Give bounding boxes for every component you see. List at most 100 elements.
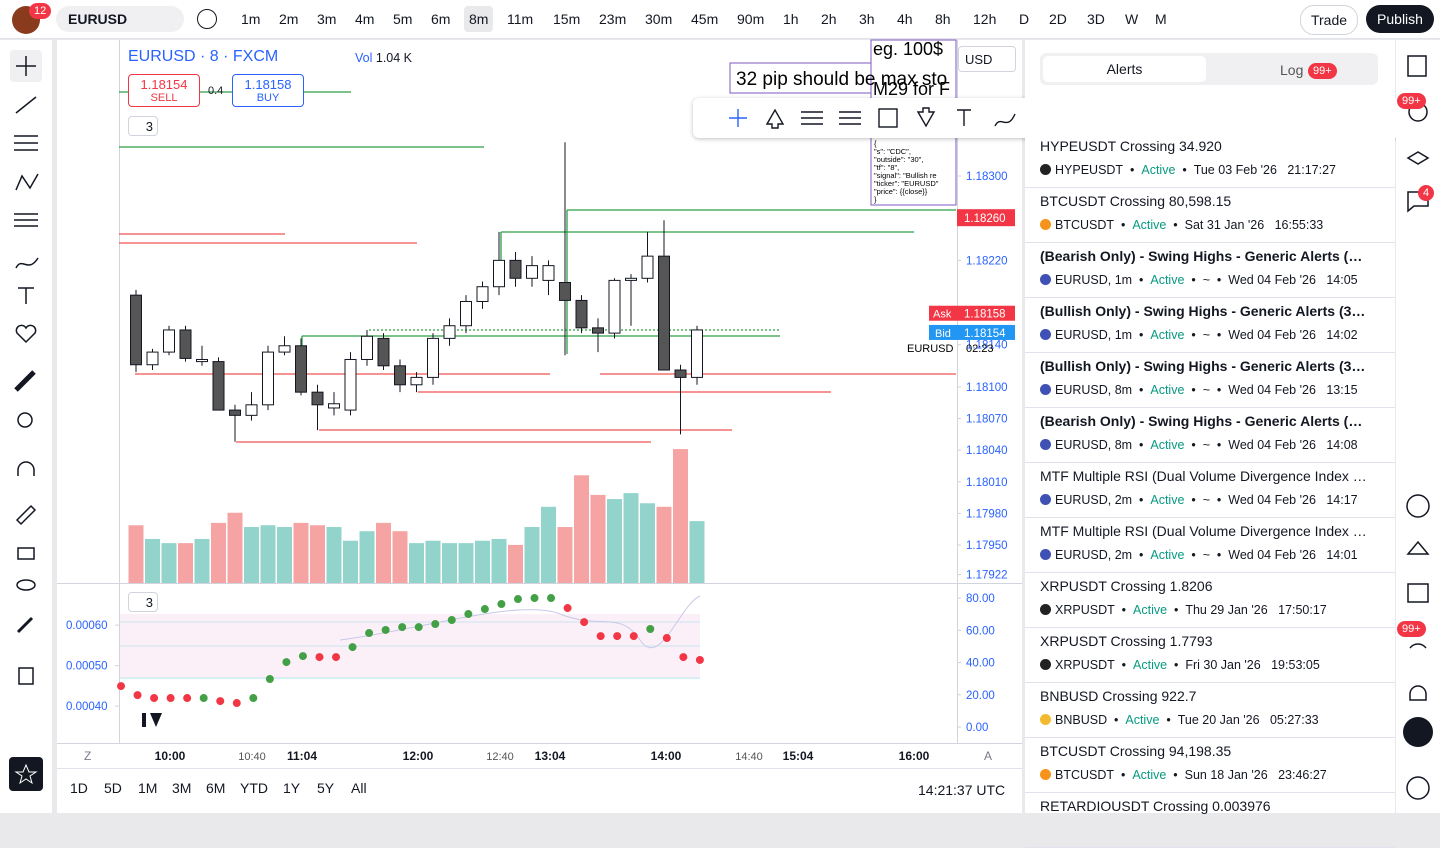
trade-button[interactable]: Trade: [1300, 5, 1358, 35]
forecast-icon[interactable]: [14, 213, 38, 227]
pattern-icon[interactable]: [15, 173, 39, 191]
scale-button[interactable]: Z: [84, 749, 92, 763]
zoom-icon[interactable]: [17, 412, 33, 428]
range-button[interactable]: YTD: [240, 780, 268, 796]
interval[interactable]: 2D: [1049, 11, 1067, 27]
interval[interactable]: 2h: [821, 11, 837, 27]
interval[interactable]: 1h: [783, 11, 799, 27]
alert-item[interactable]: RETARDIOUSDT Crossing 0.003976: [1025, 792, 1395, 848]
fib-icon[interactable]: [14, 135, 38, 151]
interval[interactable]: 3h: [859, 11, 875, 27]
alert-item[interactable]: MTF Multiple RSI (Dual Volume Divergence…: [1025, 462, 1395, 518]
range-button[interactable]: 5D: [104, 780, 122, 796]
alert-item[interactable]: XRPUSDT Crossing 1.7793 XRPUSDT • Active …: [1025, 627, 1395, 683]
alert-item[interactable]: BNBUSD Crossing 922.7 BNBUSD • Active • T…: [1025, 682, 1395, 738]
interval[interactable]: 3m: [317, 11, 337, 27]
alert-status: Active: [1150, 493, 1185, 507]
tabs: Alerts Log 99+: [1040, 53, 1378, 85]
interval[interactable]: M: [1155, 11, 1167, 27]
alert-item[interactable]: MTF Multiple RSI (Dual Volume Divergence…: [1025, 517, 1395, 573]
time-label: 14:40: [735, 751, 763, 763]
compare-button[interactable]: [197, 9, 217, 29]
volume-bar: [178, 543, 193, 583]
sell-button[interactable]: 1.18154 SELL: [128, 74, 200, 107]
collapse-toggle[interactable]: 3: [128, 116, 158, 136]
alert-title: MTF Multiple RSI (Dual Volume Divergence…: [1040, 523, 1367, 539]
rsi-dot: [166, 694, 175, 703]
currency-select[interactable]: USD: [958, 46, 1016, 72]
time-label: 13:04: [535, 749, 566, 763]
range-button[interactable]: 1D: [70, 780, 88, 796]
symbol-search[interactable]: EURUSD: [56, 6, 184, 32]
alert-item[interactable]: (Bearish Only) - Swing Highs - Generic A…: [1025, 242, 1395, 298]
volume-bar: [128, 525, 144, 583]
range-button[interactable]: 6M: [206, 780, 226, 796]
tab[interactable]: Alerts: [1043, 56, 1206, 82]
interval[interactable]: 8m: [464, 6, 494, 32]
interval[interactable]: 2m: [279, 11, 299, 27]
alert-status: Active: [1150, 328, 1185, 342]
alert-status: Active: [1150, 383, 1185, 397]
range-button[interactable]: 3M: [172, 780, 192, 796]
trendline-icon[interactable]: [15, 96, 37, 114]
time-label: 10:00: [155, 749, 186, 763]
volume-bar: [623, 493, 639, 583]
buy-label: BUY: [256, 92, 280, 104]
link-icon[interactable]: [16, 616, 34, 634]
range-button[interactable]: 5Y: [317, 780, 335, 796]
alert-item[interactable]: BTCUSDT Crossing 80,598.15 BTCUSDT • Acti…: [1025, 187, 1395, 243]
tab[interactable]: Log: [1280, 62, 1304, 78]
trash-icon[interactable]: [18, 667, 34, 685]
interval[interactable]: 8h: [935, 11, 951, 27]
scale-button[interactable]: A: [984, 749, 993, 763]
candle-body: [377, 337, 390, 367]
candle-body: [344, 358, 357, 411]
interval[interactable]: W: [1125, 11, 1139, 27]
publish-button[interactable]: Publish: [1366, 5, 1434, 33]
alert-item[interactable]: BTCUSDT Crossing 94,198.35 BTCUSDT • Acti…: [1025, 737, 1395, 793]
alert-title: MTF Multiple RSI (Dual Volume Divergence…: [1040, 468, 1367, 484]
alert-title: (Bearish Only) - Swing Highs - Generic A…: [1040, 248, 1363, 264]
interval[interactable]: 30m: [645, 11, 673, 27]
icon-tool[interactable]: [15, 324, 37, 344]
watchlist-button[interactable]: [9, 757, 43, 791]
interval[interactable]: 90m: [737, 11, 765, 27]
alert-item[interactable]: (Bearish Only) - Swing Highs - Generic A…: [1025, 407, 1395, 463]
rsi-dot: [216, 697, 225, 706]
volume-bar: [590, 494, 606, 583]
visibility-icon[interactable]: [16, 579, 36, 591]
candle-body: [311, 391, 324, 406]
ruler-icon[interactable]: [14, 370, 36, 392]
magnet-icon[interactable]: [17, 461, 35, 476]
alert-item[interactable]: (Bullish Only) - Swing Highs - Generic A…: [1025, 352, 1395, 408]
interval[interactable]: D: [1019, 11, 1030, 27]
interval[interactable]: 15m: [553, 11, 581, 27]
interval[interactable]: 5m: [393, 11, 413, 27]
interval[interactable]: 4m: [355, 11, 375, 27]
interval[interactable]: 4h: [897, 11, 913, 27]
alert-item[interactable]: HYPEUSDT Crossing 34.920 HYPEUSDT • Activ…: [1025, 132, 1395, 188]
interval[interactable]: 23m: [599, 11, 627, 27]
range-button[interactable]: All: [351, 780, 367, 796]
badge: 99+: [1397, 93, 1426, 109]
lock-icon[interactable]: [17, 547, 35, 560]
interval[interactable]: 12h: [973, 11, 997, 27]
alert-meta: EURUSD, 8m • Active • ~ • Wed 04 Feb '26…: [1040, 383, 1385, 397]
interval[interactable]: 1m: [241, 11, 261, 27]
range-button[interactable]: 1Y: [283, 780, 301, 796]
brush-icon[interactable]: [15, 257, 39, 269]
alert-title: HYPEUSDT Crossing 34.920: [1040, 138, 1222, 154]
alert-item[interactable]: XRPUSDT Crossing 1.8206 XRPUSDT • Active …: [1025, 572, 1395, 628]
apps-button[interactable]: [1403, 717, 1433, 747]
text-icon[interactable]: [18, 287, 34, 304]
interval[interactable]: 3D: [1087, 11, 1105, 27]
alert-symbol: XRPUSDT: [1055, 658, 1115, 672]
interval[interactable]: 45m: [691, 11, 719, 27]
buy-button[interactable]: 1.18158 BUY: [232, 74, 304, 107]
interval[interactable]: 11m: [507, 11, 534, 27]
alert-item[interactable]: (Bullish Only) - Swing Highs - Generic A…: [1025, 297, 1395, 353]
interval[interactable]: 6m: [431, 11, 451, 27]
collapse-toggle[interactable]: 3: [128, 592, 158, 612]
range-button[interactable]: 1M: [138, 780, 158, 796]
draw-mode-icon[interactable]: [15, 504, 37, 526]
